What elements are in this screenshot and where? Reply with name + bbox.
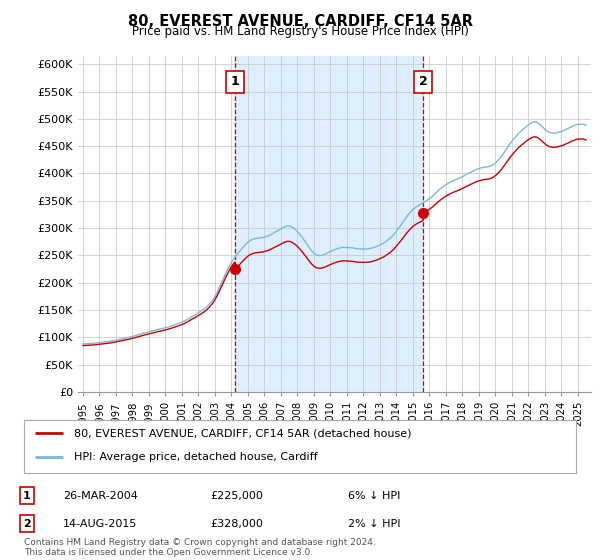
Text: 80, EVEREST AVENUE, CARDIFF, CF14 5AR (detached house): 80, EVEREST AVENUE, CARDIFF, CF14 5AR (d…	[74, 428, 411, 438]
Text: HPI: Average price, detached house, Cardiff: HPI: Average price, detached house, Card…	[74, 452, 317, 462]
Text: 1: 1	[231, 75, 239, 88]
Text: Contains HM Land Registry data © Crown copyright and database right 2024.
This d: Contains HM Land Registry data © Crown c…	[24, 538, 376, 557]
Text: £328,000: £328,000	[210, 519, 263, 529]
Text: 2: 2	[419, 75, 427, 88]
Text: £225,000: £225,000	[210, 491, 263, 501]
Text: 2: 2	[23, 519, 31, 529]
Text: 80, EVEREST AVENUE, CARDIFF, CF14 5AR: 80, EVEREST AVENUE, CARDIFF, CF14 5AR	[128, 14, 473, 29]
Text: 26-MAR-2004: 26-MAR-2004	[63, 491, 138, 501]
Text: 2% ↓ HPI: 2% ↓ HPI	[348, 519, 401, 529]
Text: 14-AUG-2015: 14-AUG-2015	[63, 519, 137, 529]
Text: 6% ↓ HPI: 6% ↓ HPI	[348, 491, 400, 501]
Bar	[235, 56, 423, 392]
Text: 1: 1	[23, 491, 31, 501]
Text: Price paid vs. HM Land Registry's House Price Index (HPI): Price paid vs. HM Land Registry's House …	[131, 25, 469, 38]
